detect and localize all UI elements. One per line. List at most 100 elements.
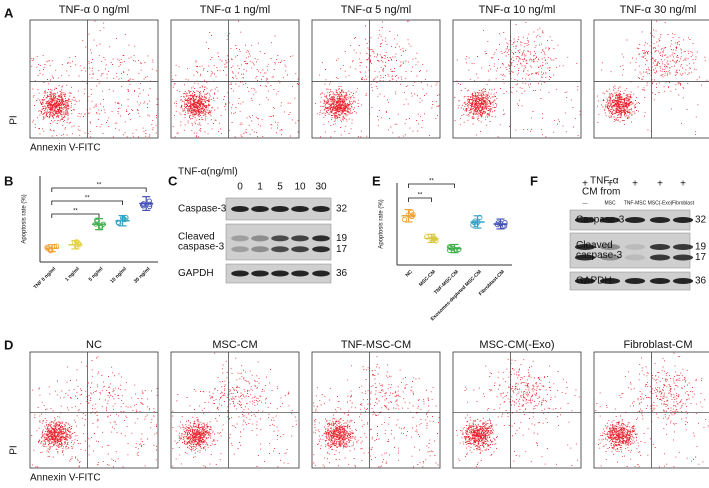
point-marker <box>51 243 58 250</box>
band <box>599 244 621 250</box>
band <box>251 206 269 212</box>
band <box>291 235 309 242</box>
plus-sign: + <box>657 179 663 190</box>
point-marker <box>146 203 153 210</box>
row-label: caspase-3 <box>576 250 623 261</box>
plot-frame <box>29 351 159 469</box>
band <box>312 206 330 212</box>
significance-label: ** <box>418 193 423 199</box>
band <box>312 246 330 253</box>
band <box>624 244 646 250</box>
x-tick-label: NC <box>404 269 414 279</box>
band <box>291 270 309 277</box>
dot-cloud <box>595 352 709 468</box>
plot-title: TNF-α 5 ng/ml <box>341 4 412 16</box>
band <box>251 270 269 277</box>
y-axis-label: PI <box>9 115 20 124</box>
significance-bracket <box>51 200 123 205</box>
point-marker <box>140 201 147 207</box>
band <box>599 254 621 261</box>
band <box>649 278 671 284</box>
plot-frame <box>452 351 582 469</box>
row-label: Caspase-3 <box>178 204 227 215</box>
point-marker <box>94 217 100 223</box>
band <box>672 254 694 261</box>
band <box>271 270 289 277</box>
band <box>624 217 646 223</box>
band <box>291 246 309 253</box>
dot-cloud <box>31 356 158 468</box>
point-marker <box>401 216 408 223</box>
x-tick-label: 10 ng/ml <box>109 266 128 285</box>
plus-sign: + <box>632 179 638 190</box>
panel-label: F <box>530 173 538 188</box>
lane-label: 5 <box>277 182 283 193</box>
blot <box>225 223 332 261</box>
panel-label: C <box>168 173 178 188</box>
point-marker <box>119 215 126 221</box>
x-tick-label: 5 ng/ml <box>88 266 105 283</box>
lane-label: TNF-MSC <box>624 200 647 206</box>
lane-label: 1 <box>257 182 263 193</box>
lane-label: — <box>583 200 588 206</box>
band <box>624 278 646 284</box>
band <box>649 254 671 261</box>
plot-frame <box>452 19 582 139</box>
row-label: Caspase-3 <box>576 215 625 226</box>
point-marker <box>424 234 430 240</box>
mw-label: 32 <box>695 215 707 226</box>
point-marker <box>456 246 462 252</box>
mw-label: 17 <box>336 244 348 255</box>
dot-cloud <box>172 20 299 138</box>
band <box>574 244 596 250</box>
panel-label: B <box>4 173 13 188</box>
band <box>251 235 269 242</box>
plot-frame <box>29 19 159 139</box>
mw-label: 32 <box>336 204 348 215</box>
plot-title: MSC-CM(-Exo) <box>479 339 554 351</box>
band <box>574 278 596 284</box>
plot-frame <box>170 19 300 139</box>
point-marker <box>428 236 434 242</box>
point-marker <box>472 218 478 224</box>
significance-label: ** <box>429 179 434 185</box>
significance-bracket <box>51 187 147 192</box>
lane-label: MSC(-Exo) <box>648 200 673 206</box>
band <box>672 278 694 284</box>
band <box>271 246 289 253</box>
significance-bracket <box>408 197 432 202</box>
plot-title: TNF-MSC-CM <box>341 339 411 351</box>
band <box>624 254 646 261</box>
band <box>251 246 269 253</box>
band <box>271 235 289 242</box>
row-label: GAPDH <box>576 276 612 287</box>
band <box>231 246 249 253</box>
plus-sign: + <box>607 179 613 190</box>
plus-sign: + <box>680 179 686 190</box>
significance-label: ** <box>85 196 90 202</box>
plot-title: MSC-CM <box>212 339 257 351</box>
mw-label: 19 <box>695 242 707 253</box>
band <box>599 217 621 223</box>
treatment-label: TNF-α(ng/ml) <box>178 167 238 178</box>
significance-label: ** <box>73 209 78 215</box>
point-marker <box>140 203 146 209</box>
significance-bracket <box>408 183 455 188</box>
lane-label: MSC <box>604 200 616 206</box>
row-label: GAPDH <box>178 268 214 279</box>
point-marker <box>432 236 438 242</box>
plot-title: TNF-α 0 ng/ml <box>59 4 130 16</box>
point-marker <box>410 212 416 218</box>
band <box>649 217 671 223</box>
point-marker <box>446 244 453 250</box>
x-tick-label: 1 ng/ml <box>64 266 81 283</box>
y-axis-label: Apoptosis rate (%) <box>22 194 28 243</box>
plot-title: TNF-α 30 ng/ml <box>620 4 697 16</box>
panel-label: D <box>4 337 13 352</box>
dot-cloud <box>597 20 708 135</box>
significance-bracket <box>51 213 100 218</box>
x-axis-label: Annexin V-FITC <box>30 473 101 484</box>
y-axis-label: Apoptosis rate (%) <box>379 199 385 248</box>
point-marker <box>477 214 483 221</box>
lane-label: Fibroblast <box>672 200 695 206</box>
